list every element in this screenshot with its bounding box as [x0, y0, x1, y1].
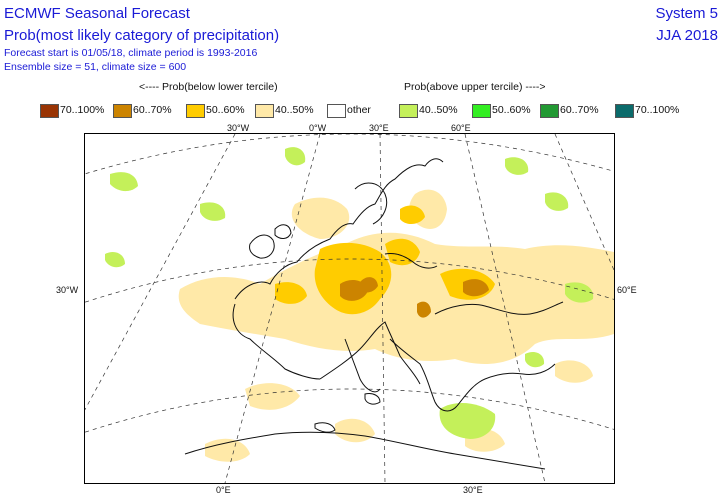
legend-swatch: [615, 104, 634, 118]
coastlines: [184, 158, 564, 470]
legend-swatch: [186, 104, 205, 118]
legend-swatch: [40, 104, 59, 118]
season-label: JJA 2018: [656, 27, 718, 44]
legend-label: 60..70%: [133, 104, 172, 116]
legend-label: 50..60%: [206, 104, 245, 116]
forecast-map: [84, 133, 615, 484]
lon-label: 0°E: [216, 485, 231, 495]
legend-swatch: [472, 104, 491, 118]
below-tercile-60-70-areas: [340, 277, 489, 318]
subtitle: Prob(most likely category of precipitati…: [4, 27, 280, 44]
lon-label: 30°E: [463, 485, 483, 495]
above-tercile-40-50-areas: [105, 147, 594, 439]
lat-label: 60°E: [617, 285, 637, 295]
legend-swatch: [399, 104, 418, 118]
legend-below-heading: <---- Prob(below lower tercile): [139, 81, 278, 93]
lon-label: 30°W: [227, 123, 250, 133]
legend-swatch: [255, 104, 274, 118]
legend-label: 70..100%: [60, 104, 105, 116]
forecast-info: Forecast start is 01/05/18, climate peri…: [4, 47, 258, 59]
legend-label: 50..60%: [492, 104, 531, 116]
ensemble-info: Ensemble size = 51, climate size = 600: [4, 61, 187, 73]
map-canvas: [85, 134, 614, 483]
legend-label: 60..70%: [560, 104, 599, 116]
title: ECMWF Seasonal Forecast: [4, 5, 190, 22]
legend-swatch: [113, 104, 132, 118]
legend-label: 40..50%: [419, 104, 458, 116]
graticule: [85, 134, 614, 483]
legend-label: 70..100%: [635, 104, 680, 116]
legend-label: other: [347, 104, 371, 116]
legend-swatch: [327, 104, 346, 118]
legend-label: 40..50%: [275, 104, 314, 116]
system-label: System 5: [655, 5, 718, 22]
lon-label: 30°E: [369, 123, 389, 133]
lon-label: 60°E: [451, 123, 471, 133]
legend-above-heading: Prob(above upper tercile) ---->: [404, 81, 546, 93]
lon-label: 0°W: [309, 123, 327, 133]
legend-swatch: [540, 104, 559, 118]
lat-label: 30°W: [56, 285, 79, 295]
below-tercile-40-50-areas: [178, 189, 614, 462]
